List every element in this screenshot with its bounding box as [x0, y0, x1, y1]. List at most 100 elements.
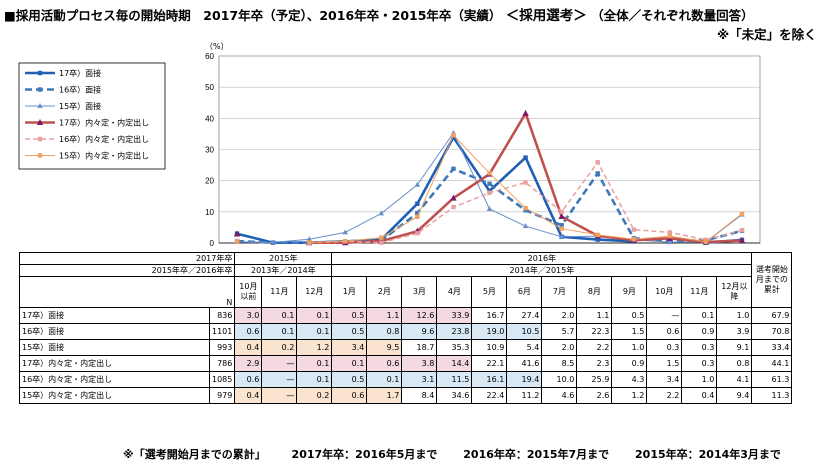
row-total: 67.9	[751, 307, 793, 324]
table-header-row: 2015年卒／2016年卒 2013年／2014年 2014年／2015年	[18, 264, 792, 277]
row-total: 33.4	[751, 339, 793, 356]
table-cell: 0.6	[331, 387, 368, 404]
table-cell: 4.6	[541, 387, 578, 404]
month-header: 4月	[436, 276, 473, 308]
table-cell: 0.5	[331, 307, 368, 324]
data-point	[486, 206, 493, 212]
data-point	[306, 240, 312, 245]
legend-box	[18, 62, 166, 170]
legend-label: 17卒）面接	[59, 68, 101, 78]
data-point	[451, 166, 456, 172]
data-point	[343, 238, 348, 244]
group1-row1: 2015年	[234, 252, 333, 265]
table-cell: 0.1	[366, 371, 403, 388]
data-point	[523, 205, 528, 211]
legend-label: 15卒）内々定・内定出し	[59, 151, 149, 161]
table-cell: 27.4	[506, 307, 543, 324]
table-cell: 16.7	[471, 307, 508, 324]
table-cell: 22.4	[471, 387, 508, 404]
table-cell: 22.1	[471, 355, 508, 372]
data-point	[233, 230, 241, 237]
table-cell: 1.0	[681, 371, 718, 388]
row-n: 836	[208, 307, 236, 324]
table-cell: 3.1	[401, 371, 438, 388]
table-row: 15卒）内々定・内定出し 979 0.4—0.2 0.6 1.7 8.4 34.6 22.4 1…	[19, 387, 793, 404]
table-cell: 1.0	[611, 339, 648, 356]
month-header: 12月以降	[716, 276, 753, 308]
title-emph: ＜採用選考＞	[505, 8, 587, 24]
row-label: 16卒）面接	[19, 323, 210, 340]
month-header: 6月	[506, 276, 543, 308]
legend-marker	[37, 70, 43, 76]
data-point	[415, 231, 420, 236]
table-cell: 0.3	[681, 355, 718, 372]
row-total: 11.3	[751, 387, 793, 404]
table-month-row: N 10月以前 11月 12月 1月 2月 3月 4月 5月 6月 7月 8月 9月 10月 11月 12月以…	[18, 276, 792, 308]
total-header: 選考開始月までの累計	[751, 252, 793, 308]
month-header: 11月	[681, 276, 718, 308]
data-point	[595, 237, 600, 242]
table-cell: 1.2	[611, 387, 648, 404]
month-header: 10月	[646, 276, 683, 308]
legend-marker	[36, 119, 44, 125]
table-cell: 0.5	[331, 371, 368, 388]
footnote: ※「選考開始月までの累計」 2017年卒：2016年5月まで 2016年卒：20…	[123, 446, 803, 462]
month-header: 7月	[541, 276, 578, 308]
row-n: 1085	[208, 371, 236, 388]
group2-row1: 2016年	[331, 252, 753, 265]
data-point	[522, 223, 529, 229]
legend-label: 15卒）面接	[59, 101, 101, 111]
table-cell: 23.8	[436, 323, 473, 340]
table-row: 17卒）面接 836 3.0 0.1 0.1 0.5 1.1 12.6 33.9 16.7 27.4…	[19, 307, 793, 324]
row-label: 16卒）内々定・内定出し	[19, 371, 210, 388]
table-cell: 0.1	[331, 355, 368, 372]
table-cell: 8.5	[541, 355, 578, 372]
data-point	[487, 181, 492, 186]
table-cell: 41.6	[506, 355, 543, 372]
data-point	[450, 194, 457, 201]
data-table: 2017年卒 2015年 2016年 選考開始月までの累計 2015年卒／2016年卒 2…	[18, 252, 793, 404]
line-chart: 0 10 20 30 40 50 60（%） 17卒）面接 16卒）面接 15卒）面接 17卒）内々…	[18, 42, 761, 248]
data-point	[379, 235, 384, 240]
table-cell: 0.2	[296, 387, 333, 404]
data-point	[559, 209, 564, 215]
table-header-row: 2017年卒 2015年 2016年 選考開始月までの累計	[18, 252, 793, 308]
table-cell: 2.6	[576, 387, 613, 404]
table-cell: 3.4	[331, 339, 368, 356]
table-row: 16卒）面接 1101 0.6 0.1 0.1 0.5 0.8 9.6 23.8 19.0 10.5…	[19, 323, 793, 340]
data-point	[306, 236, 312, 242]
table-cell: 10.5	[506, 323, 543, 340]
data-point	[234, 239, 240, 244]
table-cell: 2.3	[576, 355, 613, 372]
data-point	[559, 226, 564, 231]
y-tick-label: 20	[205, 177, 214, 186]
data-point	[451, 132, 456, 138]
table-cell: 12.6	[401, 307, 438, 324]
table-cell: 0.5	[611, 307, 648, 324]
row-n: 979	[208, 387, 236, 404]
month-header: 3月	[401, 276, 438, 308]
y-tick-label: 50	[205, 83, 214, 92]
table-cell: 9.6	[401, 323, 438, 340]
table-cell: 1.5	[611, 323, 648, 340]
legend-marker	[37, 103, 43, 108]
row-total: 70.8	[751, 323, 793, 340]
data-point	[379, 240, 384, 245]
table-cell: 11.5	[436, 371, 473, 388]
footnote-part2: 2017年卒：2016年5月まで	[291, 448, 438, 461]
row-label: 17卒）内々定・内定出し	[19, 355, 210, 372]
row-label: 15卒）面接	[19, 339, 210, 356]
table-row: 15卒）面接 993 0.4 0.2 1.2 3.4 9.5 18.7 35.3 10.9 5.4 2…	[19, 339, 793, 356]
table-cell: —	[646, 307, 683, 324]
table-cell: 0.3	[646, 339, 683, 356]
table-cell: 1.0	[716, 307, 753, 324]
table-cell: 0.1	[681, 307, 718, 324]
data-point	[451, 204, 456, 210]
table-cell: 0.1	[296, 371, 333, 388]
table-cell: —	[261, 387, 298, 404]
y-tick-label: 40	[205, 114, 214, 123]
table-cell: 4.3	[611, 371, 648, 388]
table-cell: 11.2	[506, 387, 543, 404]
table-row: 17卒）内々定・内定出し 786 2.9—0.1 0.1 0.6 3.8 14.4 22.1 4…	[19, 355, 793, 372]
table-cell: 1.1	[576, 307, 613, 324]
